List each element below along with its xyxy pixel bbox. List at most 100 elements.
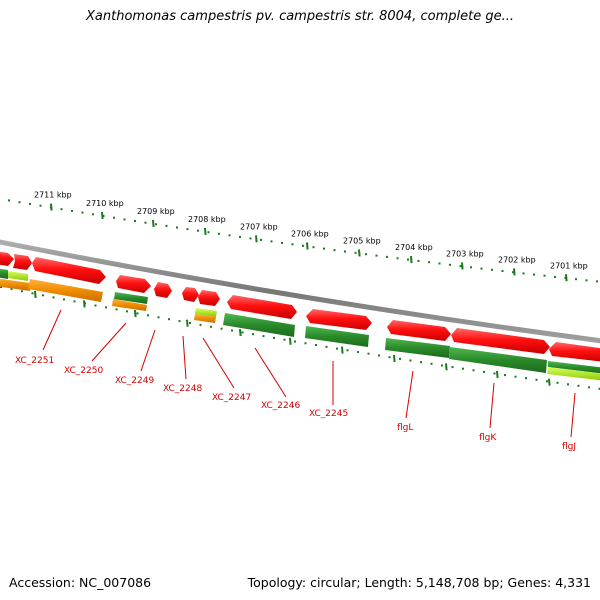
track-dot xyxy=(10,288,13,291)
gene-block[interactable] xyxy=(385,338,450,358)
minor-major-tick xyxy=(186,319,189,327)
track-dot xyxy=(588,386,590,389)
track-dot xyxy=(239,235,241,238)
gene-arrow[interactable] xyxy=(0,251,14,266)
track-dot xyxy=(596,280,598,283)
gene-label-xc2246[interactable]: XC_2246 xyxy=(261,401,300,411)
gene-label-xc2245[interactable]: XC_2245 xyxy=(309,409,348,419)
track-dot xyxy=(126,310,128,313)
track-dot xyxy=(18,201,21,204)
track-dot xyxy=(199,323,202,326)
track-dot xyxy=(556,381,559,384)
track-dot xyxy=(451,366,454,369)
tick-label: 2708 kbp xyxy=(188,215,226,224)
gene-block[interactable] xyxy=(112,299,147,311)
minor-major-tick xyxy=(83,300,86,308)
track-dot xyxy=(134,220,136,222)
gene-arrow[interactable] xyxy=(549,342,600,362)
track-dot xyxy=(113,216,115,219)
track-dot xyxy=(336,347,338,350)
tick-label: 2701 kbp xyxy=(550,261,588,270)
track-dot xyxy=(241,331,244,334)
gene-label-xc2251[interactable]: XC_2251 xyxy=(15,356,54,366)
minor-major-tick xyxy=(239,329,242,337)
track-dot xyxy=(304,342,307,345)
track-dot xyxy=(81,211,84,214)
gene-block[interactable] xyxy=(8,271,28,281)
gene-arrow[interactable] xyxy=(182,287,199,302)
track-dot xyxy=(178,320,181,323)
minor-major-tick xyxy=(34,290,37,298)
gene-label-xc2248[interactable]: XC_2248 xyxy=(163,384,202,394)
track-dot xyxy=(577,384,580,387)
major-tick xyxy=(204,227,207,235)
major-tick xyxy=(101,211,104,220)
gene-label-xc2250[interactable]: XC_2250 xyxy=(64,366,103,376)
track-dot xyxy=(249,237,252,240)
tick-label: 2702 kbp xyxy=(498,256,536,265)
track-dot xyxy=(535,378,538,381)
track-dot xyxy=(365,253,367,256)
gene-arrow[interactable] xyxy=(116,275,151,293)
track-dot xyxy=(472,369,475,372)
track-dot xyxy=(115,308,118,311)
track-dot xyxy=(157,316,160,319)
gene-block[interactable] xyxy=(114,292,148,304)
gene-arrow[interactable] xyxy=(32,257,106,284)
gene-block[interactable] xyxy=(0,268,8,279)
track-dot xyxy=(294,340,296,343)
track-dot xyxy=(218,232,220,235)
gene-arrow[interactable] xyxy=(387,320,451,341)
major-tick xyxy=(255,235,258,243)
tick-label: 2711 kbp xyxy=(34,191,72,200)
track-dot xyxy=(575,278,577,281)
gene-arrow[interactable] xyxy=(451,328,550,354)
gene-block[interactable] xyxy=(223,313,295,337)
track-dot xyxy=(283,338,286,341)
gene-label-xc2247[interactable]: XC_2247 xyxy=(212,393,251,403)
gene-label-flgk[interactable]: flgK xyxy=(479,433,497,443)
gene-label-xc2249[interactable]: XC_2249 xyxy=(115,376,154,386)
gene-arrow[interactable] xyxy=(154,282,172,298)
genome-backbone xyxy=(0,239,600,344)
major-tick xyxy=(461,262,464,270)
gene-arrow[interactable] xyxy=(227,295,297,319)
gene-arrow[interactable] xyxy=(198,290,220,306)
gene-block[interactable] xyxy=(194,314,216,323)
inner-track xyxy=(0,286,600,390)
track-dot xyxy=(29,202,31,205)
gene-block[interactable] xyxy=(195,308,217,317)
gene-labels: XC_2251 XC_2250 XC_2249 XC_2248 XC_2247 … xyxy=(15,356,576,452)
track-dot xyxy=(501,270,504,272)
gene-block[interactable] xyxy=(547,367,600,381)
gene-block[interactable] xyxy=(0,278,30,291)
track-dot xyxy=(344,250,346,253)
gene-arrow[interactable] xyxy=(306,309,372,330)
track-dot xyxy=(378,354,380,357)
gene-block[interactable] xyxy=(548,361,600,374)
minor-major-tick xyxy=(289,337,292,345)
track-dot xyxy=(420,361,422,364)
tick-label: 2707 kbp xyxy=(240,223,278,232)
track-dot xyxy=(155,223,157,226)
track-dot xyxy=(462,367,464,370)
track-dot xyxy=(354,251,357,254)
topology-summary: Topology: circular; Length: 5,148,708 bp… xyxy=(247,575,591,590)
track-dot xyxy=(168,318,170,321)
tick-label: 2710 kbp xyxy=(86,199,124,208)
gene-label-flgj[interactable]: flgJ xyxy=(562,442,576,452)
track-dot xyxy=(147,314,149,317)
track-dot xyxy=(0,286,2,288)
gene-arrow[interactable] xyxy=(13,254,32,270)
minor-major-tick xyxy=(393,354,396,363)
track-dot xyxy=(323,247,325,250)
gene-block[interactable] xyxy=(305,326,369,347)
track-dot xyxy=(291,243,294,246)
track-dot xyxy=(543,274,546,277)
gene-label-flgl[interactable]: flgL xyxy=(397,423,413,433)
track-dot xyxy=(386,255,388,258)
gene-block[interactable] xyxy=(449,347,547,373)
gene-block[interactable] xyxy=(28,279,103,302)
track-dot xyxy=(228,234,231,237)
track-dot xyxy=(136,312,139,315)
